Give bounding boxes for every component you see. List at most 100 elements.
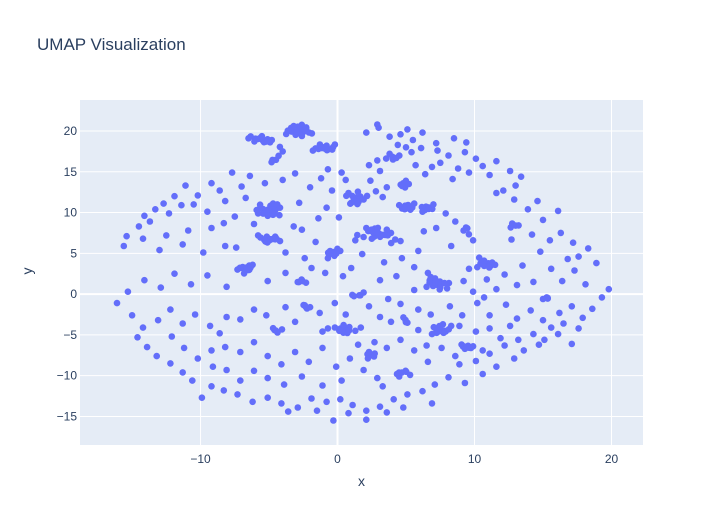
scatter-point — [374, 121, 381, 128]
scatter-point — [437, 159, 444, 167]
scatter-point — [472, 155, 480, 162]
scatter-point — [432, 224, 440, 232]
scatter-point — [408, 148, 415, 156]
scatter-point — [338, 377, 345, 384]
scatter-point — [508, 236, 515, 243]
scatter-point — [384, 295, 392, 303]
scatter-point — [350, 292, 358, 300]
scatter-point — [268, 136, 276, 144]
x-tick-label: 0 — [334, 452, 341, 466]
scatter-point — [319, 344, 326, 352]
scatter-point — [447, 242, 455, 250]
scatter-point — [154, 316, 162, 324]
x-tick-label: 10 — [468, 452, 482, 466]
scatter-point — [380, 259, 388, 266]
scatter-point — [246, 172, 254, 180]
scatter-point — [417, 144, 425, 152]
y-tick-label: 5 — [70, 246, 77, 260]
scatter-point — [328, 187, 336, 194]
scatter-point — [264, 277, 272, 285]
scatter-point — [558, 277, 566, 285]
scatter-point — [200, 249, 207, 256]
scatter-point — [424, 358, 432, 366]
scatter-point — [316, 309, 324, 317]
scatter-point — [363, 129, 370, 136]
scatter-point — [502, 301, 510, 309]
scatter-point — [393, 154, 400, 162]
scatter-point — [298, 132, 306, 140]
scatter-point — [512, 182, 519, 189]
scatter-point — [271, 326, 278, 334]
scatter-point — [465, 231, 473, 238]
scatter-point — [371, 338, 378, 346]
scatter-point — [305, 358, 313, 366]
scatter-point — [141, 276, 148, 284]
scatter-point — [124, 288, 132, 296]
scatter-point — [342, 311, 350, 318]
scatter-point — [146, 218, 154, 225]
scatter-point — [379, 383, 387, 390]
scatter-point — [113, 299, 121, 307]
scatter-point — [409, 136, 417, 144]
scatter-point — [295, 199, 303, 207]
scatter-point — [383, 409, 391, 416]
scatter-point — [194, 355, 202, 362]
scatter-point — [338, 169, 345, 176]
scatter-point — [393, 272, 400, 280]
scatter-point — [564, 255, 571, 263]
scatter-point — [469, 343, 477, 350]
scatter-point — [290, 223, 298, 230]
scatter-point — [354, 188, 362, 195]
scatter-point — [513, 281, 521, 289]
y-axis-label: y — [19, 268, 35, 275]
scatter-point — [242, 194, 249, 202]
scatter-point — [474, 263, 481, 271]
scatter-point — [491, 261, 499, 269]
scatter-point — [432, 139, 440, 147]
scatter-point — [434, 147, 441, 154]
scatter-point — [216, 187, 223, 194]
scatter-point — [301, 302, 309, 309]
scatter-point — [354, 231, 361, 239]
scatter-point — [291, 318, 299, 326]
scatter-point — [410, 347, 418, 354]
scatter-point — [171, 192, 178, 200]
scatter-point — [293, 128, 300, 136]
scatter-point — [406, 371, 414, 379]
scatter-point — [360, 289, 367, 296]
scatter-point — [449, 175, 456, 183]
scatter-point — [441, 279, 448, 287]
scatter-point — [386, 133, 393, 140]
scatter-point — [395, 201, 403, 209]
scatter-point — [382, 155, 390, 162]
scatter-point — [520, 347, 528, 354]
scatter-point — [250, 220, 258, 228]
scatter-point — [501, 342, 508, 349]
scatter-point — [276, 237, 284, 245]
scatter-point — [134, 334, 141, 341]
y-tick-label: 20 — [64, 124, 78, 138]
scatter-point — [527, 307, 534, 314]
scatter-point — [308, 395, 315, 402]
scatter-point — [569, 239, 577, 246]
scatter-point — [376, 276, 384, 284]
scatter-point — [501, 271, 508, 278]
scatter-point — [240, 270, 248, 277]
scatter-point — [308, 130, 316, 137]
scatter-point — [373, 229, 380, 236]
scatter-point — [367, 177, 374, 184]
scatter-point — [163, 232, 170, 239]
scatter-point — [234, 266, 241, 273]
scatter-point — [530, 278, 537, 286]
chart-title: UMAP Visualization — [37, 35, 186, 54]
scatter-point — [560, 320, 567, 327]
scatter-point — [338, 327, 346, 334]
scatter-point — [537, 248, 544, 255]
scatter-point — [372, 188, 380, 195]
scatter-point — [568, 303, 576, 310]
scatter-point — [335, 214, 343, 221]
scatter-point — [263, 138, 270, 145]
x-axis-label: x — [358, 473, 365, 489]
scatter-point — [216, 330, 223, 337]
